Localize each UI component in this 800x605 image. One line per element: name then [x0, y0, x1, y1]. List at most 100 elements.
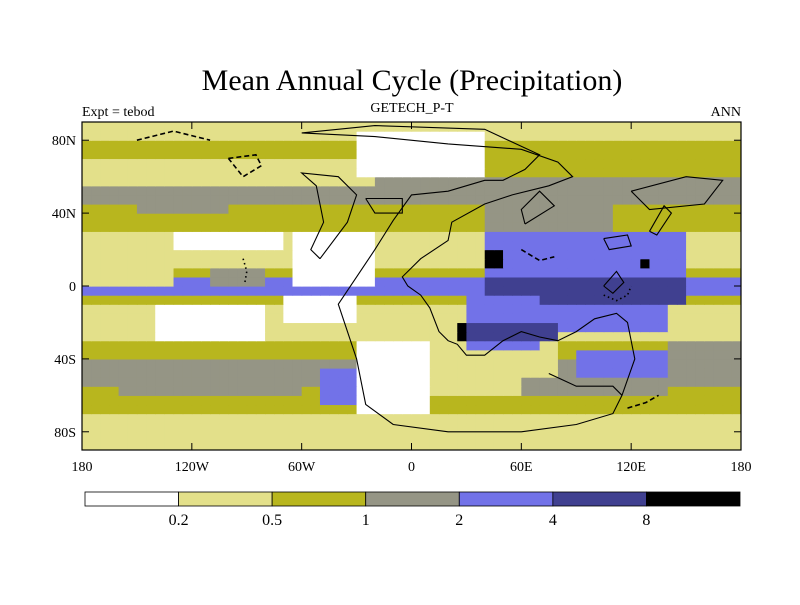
precip-cell: [301, 331, 312, 342]
precip-cell: [686, 368, 696, 378]
precip-cell: [310, 231, 321, 242]
precip-cell: [576, 349, 586, 360]
precip-cell: [384, 422, 394, 433]
precip-cell: [658, 404, 669, 415]
precip-cell: [292, 258, 303, 269]
precip-cell: [200, 313, 211, 324]
precip-cell: [594, 149, 605, 160]
precip-cell: [182, 122, 193, 132]
precip-cell: [365, 349, 376, 360]
precip-cell: [356, 358, 367, 369]
precip-cell: [457, 404, 468, 415]
precip-cell: [310, 213, 321, 223]
precip-cell: [118, 349, 129, 360]
precip-cell: [667, 204, 678, 214]
precip-cell: [548, 313, 559, 324]
precip-cell: [82, 386, 92, 396]
precip-cell: [512, 167, 522, 178]
precip-cell: [292, 404, 303, 415]
precip-cell: [155, 222, 165, 232]
precip-cell: [365, 158, 376, 169]
precip-cell: [722, 349, 733, 360]
precip-cell: [329, 249, 339, 260]
precip-cell: [557, 340, 568, 351]
precip-cell: [603, 368, 614, 378]
precip-cell: [109, 358, 120, 369]
precip-cell: [347, 167, 358, 178]
precip-cell: [695, 131, 705, 141]
precip-cell: [475, 222, 486, 232]
precip-cell: [503, 349, 513, 360]
precip-cell: [274, 140, 284, 150]
precip-cell: [704, 413, 715, 424]
precip-cell: [109, 167, 120, 178]
precip-cell: [649, 249, 660, 260]
precip-cell: [686, 267, 696, 278]
coastline: [548, 373, 623, 396]
precip-cell: [146, 194, 156, 205]
precip-cell: [695, 313, 705, 324]
precip-cell: [127, 322, 138, 333]
precip-cell: [667, 194, 678, 205]
precip-cell: [374, 304, 385, 314]
precip-cell: [347, 222, 358, 232]
precip-cell: [374, 176, 385, 187]
precip-cell: [219, 313, 230, 324]
precip-cell: [420, 194, 431, 205]
precip-cell: [274, 149, 284, 160]
precip-cell: [475, 149, 486, 160]
precip-cell: [82, 276, 92, 287]
precip-cell: [603, 295, 614, 305]
precip-cell: [612, 340, 623, 351]
precip-cell: [448, 185, 458, 196]
precip-cell: [411, 222, 422, 232]
precip-cell: [255, 395, 266, 406]
precip-cell: [539, 231, 550, 242]
precip-cell: [246, 404, 257, 415]
precip-cell: [567, 249, 577, 260]
precip-cell: [91, 249, 101, 260]
precip-cell: [503, 313, 513, 324]
precip-cell: [292, 231, 303, 242]
precip-cell: [667, 322, 678, 333]
precip-cell: [557, 413, 568, 424]
precip-cell: [457, 194, 468, 205]
precip-cell: [219, 194, 230, 205]
precip-cell: [420, 358, 431, 369]
precip-cell: [374, 322, 385, 333]
precip-cell: [118, 185, 129, 196]
precip-cell: [567, 131, 577, 141]
precip-cell: [686, 185, 696, 196]
precip-cell: [393, 368, 403, 378]
precip-cell: [539, 331, 550, 342]
precip-cell: [411, 176, 422, 187]
precip-cell: [567, 377, 577, 387]
precip-cell: [310, 358, 321, 369]
precip-cell: [704, 358, 715, 369]
precip-cell: [310, 167, 321, 178]
precip-cell: [686, 404, 696, 415]
precip-cell: [374, 276, 385, 287]
precip-cell: [356, 322, 367, 333]
precip-cell: [603, 377, 614, 387]
precip-cell: [521, 395, 532, 406]
precip-cell: [411, 267, 422, 278]
precip-cell: [429, 149, 440, 160]
precip-cell: [164, 386, 175, 396]
precip-cell: [713, 313, 724, 324]
precip-cell: [246, 322, 257, 333]
precip-cell: [319, 431, 330, 442]
precip-cell: [567, 194, 577, 205]
precip-cell: [100, 440, 111, 450]
precip-cell: [210, 222, 220, 232]
precip-cell: [466, 304, 477, 314]
precip-cell: [503, 368, 513, 378]
precip-cell: [274, 368, 284, 378]
precip-cell: [338, 395, 349, 406]
precip-cell: [82, 377, 92, 387]
precip-cell: [640, 368, 651, 378]
precip-cell: [731, 167, 741, 178]
precip-cell: [127, 331, 138, 342]
precip-cell: [612, 286, 623, 296]
precip-cell: [384, 249, 394, 260]
